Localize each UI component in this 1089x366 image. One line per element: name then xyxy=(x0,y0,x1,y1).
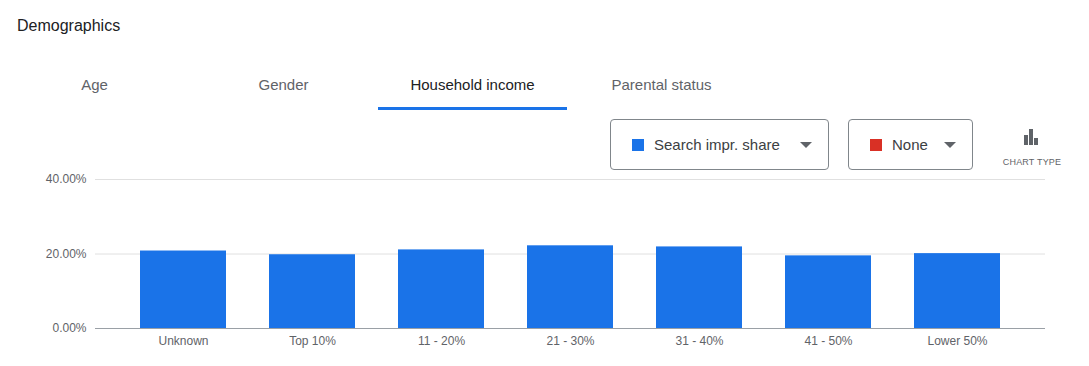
html-text:Gender: Gender xyxy=(258,76,309,93)
svg-text:41 - 50%: 41 - 50% xyxy=(804,334,852,348)
svg-text:Unknown: Unknown xyxy=(158,334,208,348)
svg-text:20.00%: 20.00% xyxy=(46,247,87,261)
svg-text:11 - 20%: 11 - 20% xyxy=(418,334,465,348)
html-text:Parental status: Parental status xyxy=(611,76,712,93)
svg-text:40.00%: 40.00% xyxy=(46,172,87,186)
svg-text:0.00%: 0.00% xyxy=(52,321,86,335)
html-text:Age: Age xyxy=(81,76,108,93)
html-text:CHART TYPE: CHART TYPE xyxy=(1002,157,1062,167)
html-text:Demographics: Demographics xyxy=(17,17,121,34)
svg-text:21 - 30%: 21 - 30% xyxy=(546,334,594,348)
html-text:Search impr. share: Search impr. share xyxy=(654,136,780,153)
html-text:Household income: Household income xyxy=(410,76,535,93)
svg-text:Top 10%: Top 10% xyxy=(289,334,336,348)
html-text:None: None xyxy=(892,136,928,153)
svg-text:31 - 40%: 31 - 40% xyxy=(675,334,723,348)
svg-text:Lower 50%: Lower 50% xyxy=(927,334,987,348)
